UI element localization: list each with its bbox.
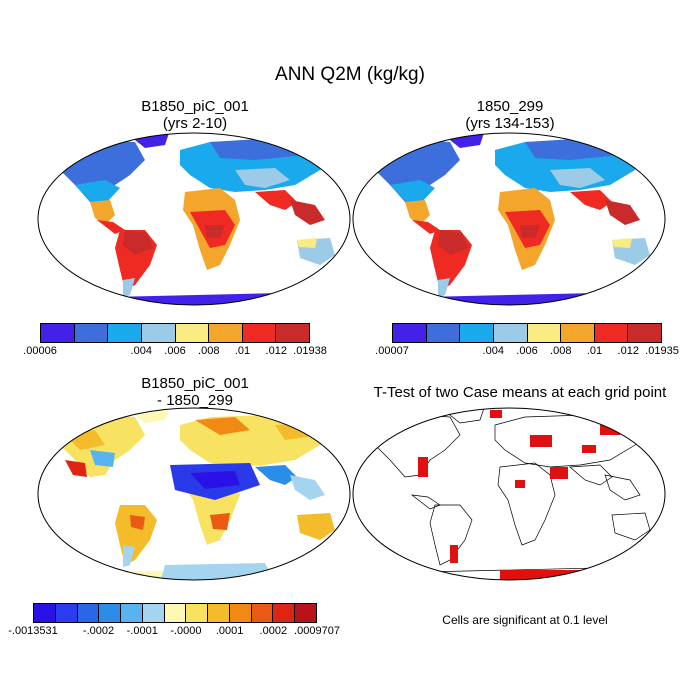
map-2 xyxy=(352,132,666,306)
colorbar-1-label: .004 xyxy=(130,345,152,357)
colorbar-3-swatch xyxy=(295,604,316,622)
colorbar-1-swatch xyxy=(242,324,277,342)
panel-1-title: B1850_piC_001 (yrs 2-10) xyxy=(40,98,350,132)
panel-3-title-line2: - 1850_299 xyxy=(157,392,233,409)
colorbar-1-swatch xyxy=(41,324,75,342)
colorbar-2-swatch xyxy=(460,324,494,342)
map-panel-4 xyxy=(350,405,668,583)
colorbar-2-swatch xyxy=(527,324,562,342)
colorbar-3-swatch xyxy=(229,604,252,622)
colorbar-3-boxes xyxy=(33,603,317,623)
panel-2-title-line2: (yrs 134-153) xyxy=(465,115,555,132)
colorbar-1-label: .01 xyxy=(234,345,251,357)
colorbar-3-label: -.0002 xyxy=(82,625,115,637)
colorbar-3-swatch xyxy=(99,604,122,622)
colorbar-1-swatch xyxy=(74,324,109,342)
figure-title: ANN Q2M (kg/kg) xyxy=(275,64,425,85)
colorbar-1-swatch xyxy=(276,324,309,342)
map-3 xyxy=(37,407,351,581)
colorbar-1-label: .006 xyxy=(164,345,186,357)
colorbar-2-label: .004 xyxy=(482,345,504,357)
colorbar-1-swatch xyxy=(175,324,210,342)
colorbar-2-swatch xyxy=(594,324,629,342)
significance-note: Cells are significant at 0.1 level xyxy=(442,613,608,627)
colorbar-3-swatch xyxy=(142,604,165,622)
colorbar-3: -.0013531 -.0002 -.0001 -.0000 .0001 .0002 .00… xyxy=(8,603,340,637)
colorbar-3-label: .0002 xyxy=(259,625,288,637)
panel-2-title: 1850_299 (yrs 134-153) xyxy=(355,98,665,132)
colorbar-3-swatch xyxy=(251,604,274,622)
colorbar-3-label: -.0013531 xyxy=(8,625,58,637)
colorbar-3-label: -.0001 xyxy=(126,625,158,637)
panel-3-title-line1: B1850_piC_001 xyxy=(141,375,249,392)
map-panel-1 xyxy=(35,130,353,308)
colorbar-2-swatch xyxy=(561,324,595,342)
colorbar-2-label: .008 xyxy=(550,345,572,357)
colorbar-1-label: .012 xyxy=(265,345,287,357)
colorbar-2-label: .01 xyxy=(586,345,603,357)
panel-1-title-line1: B1850_piC_001 xyxy=(141,98,249,115)
colorbar-3-label: -.0000 xyxy=(170,625,202,637)
map-panel-3 xyxy=(35,405,353,583)
colorbar-3-swatch xyxy=(121,604,143,622)
colorbar-2: .00007 .004 .006 .008 .01 .012 .01935 xyxy=(375,323,679,357)
colorbar-2-label: .006 xyxy=(516,345,538,357)
colorbar-3-swatch xyxy=(186,604,209,622)
colorbar-2-boxes xyxy=(392,323,662,343)
colorbar-3-swatch xyxy=(164,604,187,622)
panel-2-title-line1: 1850_299 xyxy=(476,98,544,115)
colorbar-1-label: .01938 xyxy=(293,345,327,357)
colorbar-2-label: .00007 xyxy=(375,345,409,357)
colorbar-1-swatch xyxy=(209,324,243,342)
colorbar-1-label: .00006 xyxy=(23,345,57,357)
colorbar-3-label: .0001 xyxy=(215,625,244,637)
colorbar-1-boxes xyxy=(40,323,310,343)
map-4 xyxy=(352,407,666,581)
colorbar-2-swatch xyxy=(493,324,528,342)
colorbar-2-swatch xyxy=(426,324,461,342)
colorbar-3-swatch xyxy=(34,604,56,622)
panel-1-title-line2: (yrs 2-10) xyxy=(162,115,228,132)
colorbar-3-swatch xyxy=(55,604,78,622)
colorbar-1-swatch xyxy=(141,324,176,342)
colorbar-3-swatch xyxy=(77,604,100,622)
colorbar-3-labels: -.0013531 -.0002 -.0001 -.0000 .0001 .0002 .00… xyxy=(8,623,340,637)
panel-4-title: T-Test of two Case means at each grid po… xyxy=(373,384,667,401)
colorbar-1-label: .008 xyxy=(198,345,220,357)
colorbar-1: .00006 .004 .006 .008 .01 .012 .01938 xyxy=(23,323,327,357)
map-panel-2 xyxy=(350,130,668,308)
colorbar-2-swatch xyxy=(628,324,661,342)
colorbar-2-label: .012 xyxy=(617,345,639,357)
colorbar-3-swatch xyxy=(273,604,296,622)
colorbar-3-swatch xyxy=(208,604,230,622)
colorbar-1-swatch xyxy=(108,324,142,342)
colorbar-2-swatch xyxy=(393,324,427,342)
colorbar-2-labels: .00007 .004 .006 .008 .01 .012 .01935 xyxy=(375,343,679,357)
panel-3-title: B1850_piC_001 - 1850_299 xyxy=(40,375,350,409)
colorbar-2-label: .01935 xyxy=(645,345,679,357)
map-1 xyxy=(37,132,351,306)
colorbar-1-labels: .00006 .004 .006 .008 .01 .012 .01938 xyxy=(23,343,327,357)
colorbar-3-label: .0009707 xyxy=(294,625,340,637)
